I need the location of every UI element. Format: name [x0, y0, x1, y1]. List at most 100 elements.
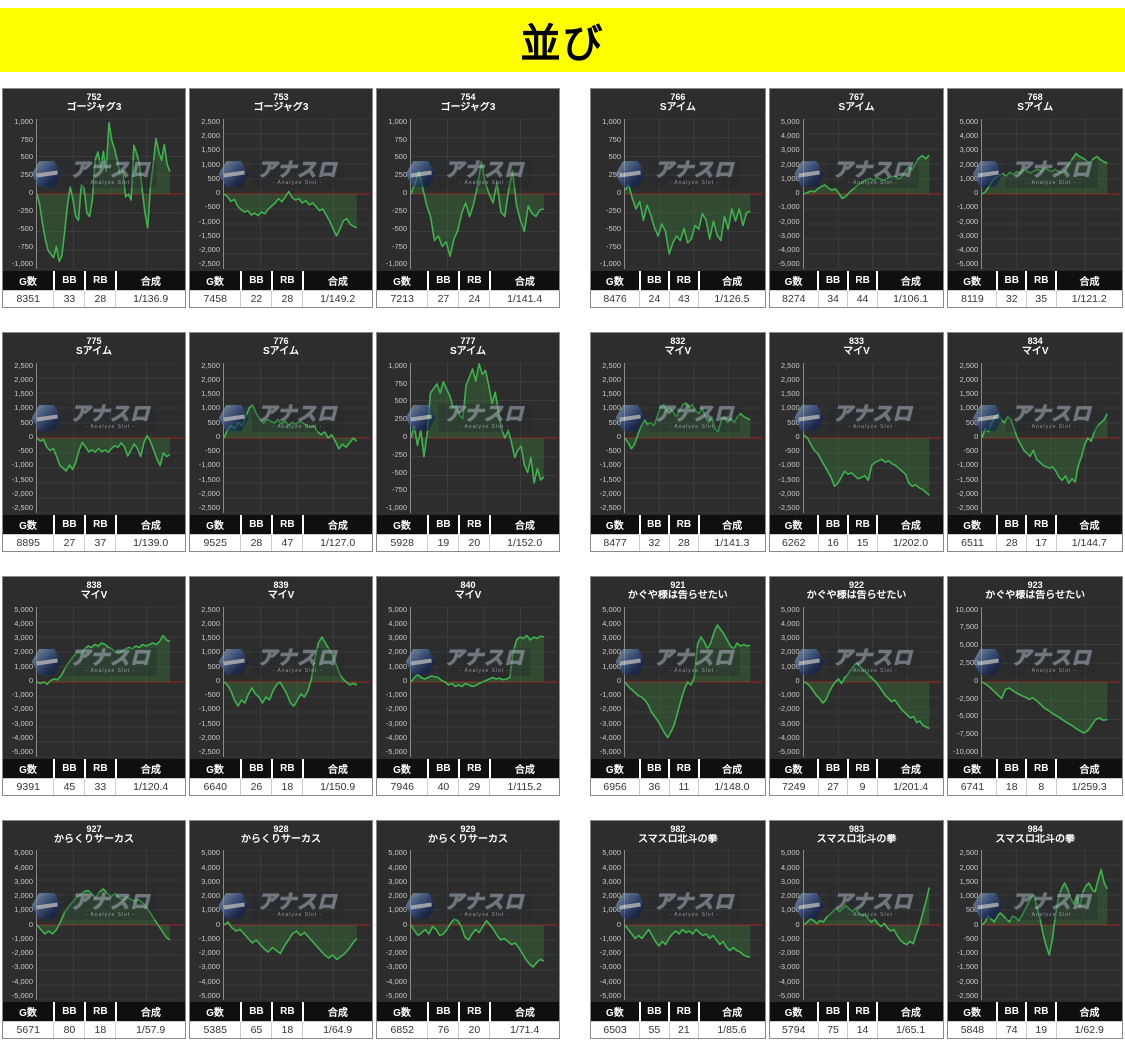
y-axis-labels: 2,500 2,000 1,500 1,000 500 0 -500 -1,000 -1,500…	[948, 849, 981, 1000]
plot-region	[223, 850, 370, 1001]
stats-value-cell: 1/85.6	[698, 1021, 765, 1039]
y-tick-label: 1,000	[201, 403, 220, 413]
stats-header-cell: BB	[53, 514, 86, 535]
machine-panel-775[interactable]: 775 Sアイム 2,500 2,000 1,500 1,000 500 0 -500 -1,00…	[2, 331, 186, 552]
y-tick-label: -1,000	[599, 460, 621, 470]
y-tick-label: 2,500	[14, 360, 33, 370]
machine-name: かぐや様は告らせたい	[806, 590, 907, 602]
y-axis-labels: 10,000 7,500 5,000 2,500 0 -2,500 -5,000 -7,500…	[948, 606, 981, 757]
machine-panel-833[interactable]: 833 マイV 2,500 2,000 1,500 1,000 500 0 -500 -1,000…	[768, 331, 945, 552]
machine-panel-921[interactable]: 921 かぐや様は告らせたい 5,000 4,000 3,000 2,000 1,000 0-…	[590, 575, 766, 796]
y-tick-label: -750	[391, 485, 407, 495]
machine-number: 921	[670, 579, 686, 590]
stats-header-cell: 合成	[302, 758, 372, 779]
stats-value-cell: 8351	[3, 289, 55, 307]
stats-value-row: 6852 76 20 1/71.4	[377, 1021, 559, 1039]
machine-panel-777[interactable]: 777 Sアイム 1,000 750 500 250 0 -250 -500 -750 -1,000…	[376, 331, 560, 552]
machine-panel-753[interactable]: 753 ゴージャグ3 2,500 2,000 1,500 1,000 500 0 -500 -1,…	[189, 88, 373, 308]
y-tick-label: -5,000	[957, 259, 979, 269]
stats-value-cell: 24	[639, 289, 670, 307]
y-tick-label: -500	[605, 223, 621, 233]
stats-value-cell: 8	[1026, 777, 1057, 795]
y-tick-label: -500	[17, 223, 33, 233]
stats-table: G数 BB RB 合成 6262 16 15 1/202.0	[769, 514, 944, 551]
y-tick-label: -4,000	[957, 245, 979, 255]
y-tick-label: -4,000	[599, 976, 621, 986]
machine-panel-984[interactable]: 984 スマスロ北斗の拳 2,500 2,000 1,500 1,000 500 0 -500-…	[947, 819, 1124, 1040]
machine-panel-922[interactable]: 922 かぐや様は告らせたい 5,000 4,000 3,000 2,000 1,000 0-…	[768, 575, 945, 796]
y-tick-label: 0	[616, 188, 621, 198]
machine-panel-839[interactable]: 839 マイV 2,500 2,000 1,500 1,000 500 0 -500 -1,000…	[189, 575, 373, 796]
machine-panel-766[interactable]: 766 Sアイム 1,000 750 500 250 0 -250 -500 -750 -1,000…	[590, 88, 766, 308]
chart-area: 2,500 2,000 1,500 1,000 500 0 -500 -1,000 -1,500…	[948, 359, 1122, 515]
line-chart	[224, 607, 370, 757]
stats-value-cell: 28	[996, 533, 1027, 551]
panel-title: 838 マイV	[3, 577, 185, 603]
stats-header-cell: RB	[458, 514, 491, 535]
y-tick-label: -1,000	[778, 690, 800, 700]
y-tick-label: 500	[394, 396, 407, 406]
y-axis-labels: 5,000 4,000 3,000 2,000 1,000 0 -1,000 -2,000 -3…	[591, 848, 624, 1000]
machine-panel-838[interactable]: 838 マイV 5,000 4,000 3,000 2,000 1,000 0 -1,000 -2…	[2, 575, 186, 796]
stats-value-cell: 6503	[591, 1021, 641, 1039]
y-tick-label: -4,000	[11, 976, 33, 986]
stats-value-cell: 6640	[190, 777, 242, 795]
machine-panel-983[interactable]: 983 スマスロ北斗の拳 5,000 4,000 3,000 2,000 1,000 0 -1,…	[768, 819, 945, 1040]
machine-panel-928[interactable]: 928 からくりサーカス 5,000 4,000 3,000 2,000 1,000 0 -1,…	[189, 819, 373, 1040]
stats-value-cell: 32	[639, 533, 670, 551]
machine-panel-840[interactable]: 840 マイV 5,000 4,000 3,000 2,000 1,000 0 -1,000 -2…	[376, 575, 560, 796]
stats-value-row: 7946 40 29 1/115.2	[377, 777, 559, 795]
stats-value-cell: 9	[847, 777, 878, 795]
chart-area: 2,500 2,000 1,500 1,000 500 0 -500 -1,000 -1,500…	[770, 359, 944, 515]
machine-panel-754[interactable]: 754 ゴージャグ3 1,000 750 500 250 0 -250 -500 -750 -1,0…	[376, 88, 560, 308]
chart-area: 1,000 750 500 250 0 -250 -500 -750 -1,000 アナスロ - A…	[377, 115, 559, 271]
y-tick-label: 4,000	[14, 618, 33, 628]
stats-header-cell: RB	[271, 1002, 304, 1022]
machine-panel-927[interactable]: 927 からくりサーカス 5,000 4,000 3,000 2,000 1,000 0 -1,…	[2, 819, 186, 1040]
stats-table: G数 BB RB 合成 7213 27 24 1/141.4	[377, 270, 559, 307]
machine-panel-752[interactable]: 752 ゴージャグ3 1,000 750 500 250 0 -250 -500 -750 -1,0…	[2, 88, 186, 308]
stats-value-cell: 6511	[948, 533, 998, 551]
y-tick-label: -2,000	[599, 704, 621, 714]
y-tick-label: 1,000	[602, 661, 621, 671]
stats-header-cell: G数	[948, 1002, 998, 1022]
stats-header-cell: G数	[190, 1002, 242, 1022]
stats-value-cell: 45	[53, 777, 86, 795]
stats-header-cell: 合成	[877, 758, 944, 779]
plot-region	[802, 118, 942, 269]
machine-panel-768[interactable]: 768 Sアイム 5,000 4,000 3,000 2,000 1,000 0 -1,000-…	[947, 88, 1124, 308]
y-tick-label: 0	[795, 431, 800, 441]
machine-panel-832[interactable]: 832 マイV 2,500 2,000 1,500 1,000 500 0 -500 -1,000…	[590, 331, 766, 552]
machine-number: 927	[86, 823, 102, 834]
machine-panel-982[interactable]: 982 スマスロ北斗の拳 5,000 4,000 3,000 2,000 1,000 0 -1,…	[590, 819, 766, 1040]
y-tick-label: -4,000	[599, 732, 621, 742]
machine-panel-834[interactable]: 834 マイV 2,500 2,000 1,500 1,000 500 0 -500 -1,000…	[947, 331, 1124, 552]
panel-title: 839 マイV	[190, 577, 372, 603]
stats-header-row: G数 BB RB 合成	[948, 270, 1123, 291]
machine-panel-776[interactable]: 776 Sアイム 2,500 2,000 1,500 1,000 500 0 -500 -1,00…	[189, 331, 373, 552]
y-tick-label: 5,000	[388, 848, 407, 858]
stats-table: G数 BB RB 合成 5794 75 14 1/65.1	[769, 1002, 944, 1039]
chart-area: 5,000 4,000 3,000 2,000 1,000 0 -1,000 -2,000 -3…	[770, 603, 944, 759]
machine-panel-923[interactable]: 923 かぐや様は告らせたい 10,000 7,500 5,000 2,500 0 -2,50…	[947, 575, 1124, 796]
y-axis-labels: 5,000 4,000 3,000 2,000 1,000 0 -1,000 -2,000 -3…	[3, 849, 36, 1000]
machine-panel-929[interactable]: 929 からくりサーカス 5,000 4,000 3,000 2,000 1,000 0 -1,…	[376, 819, 560, 1040]
y-tick-label: -4,000	[11, 732, 33, 742]
machine-panel-767[interactable]: 767 Sアイム 5,000 4,000 3,000 2,000 1,000 0 -1,000-…	[768, 88, 945, 308]
stats-header-cell: G数	[769, 1002, 820, 1022]
y-tick-label: 1,000	[388, 360, 407, 370]
y-tick-label: 2,000	[780, 374, 800, 384]
stats-table: G数 BB RB 合成 9391 45 33 1/120.4	[3, 758, 185, 795]
panel-dark-area: 768 Sアイム 5,000 4,000 3,000 2,000 1,000 0 -1,000-…	[948, 89, 1123, 271]
panel-title: 840 マイV	[377, 577, 559, 603]
y-tick-label: 5,000	[602, 848, 621, 858]
stats-value-cell: 6852	[377, 1021, 429, 1039]
machine-name: Sアイム	[450, 346, 486, 358]
machine-name: かぐや様は告らせたい	[627, 590, 728, 602]
y-tick-label: 0	[974, 431, 979, 441]
y-tick-label: -250	[605, 205, 621, 215]
machine-group: 927 からくりサーカス 5,000 4,000 3,000 2,000 1,000 0 -1,…	[2, 819, 560, 1040]
y-tick-label: -1,500	[11, 474, 33, 484]
stats-value-row: 8895 27 37 1/139.0	[3, 533, 185, 551]
stats-value-row: 8351 33 28 1/136.9	[3, 289, 185, 307]
